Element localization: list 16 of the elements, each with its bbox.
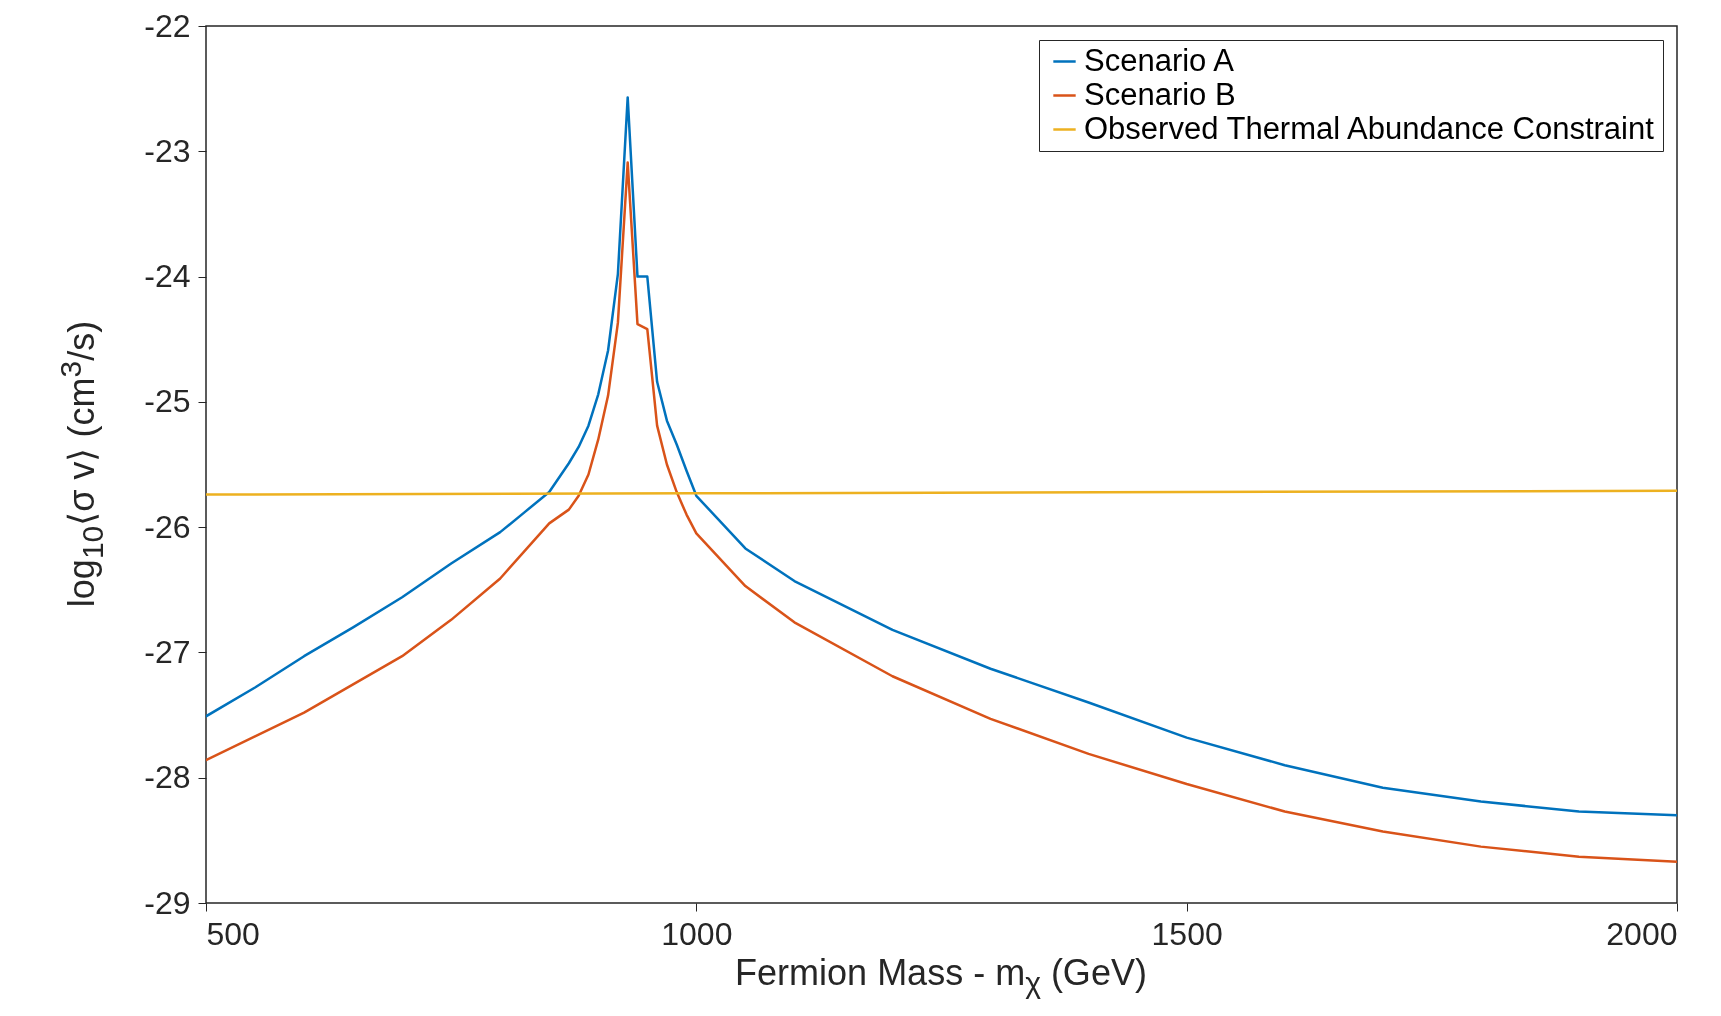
- legend-label: Observed Thermal Abundance Constraint: [1084, 110, 1655, 146]
- y-tick-label: -27: [144, 633, 191, 670]
- x-axis-title: Fermion Mass - m$_{χ}$ (GeV): [735, 952, 1147, 1001]
- x-tick-label: 500: [206, 915, 260, 952]
- y-tick-label: -25: [144, 383, 191, 420]
- x-tick-label: 2000: [1606, 915, 1678, 952]
- legend-label: Scenario A: [1084, 42, 1235, 78]
- y-tick-label: -29: [144, 884, 191, 921]
- y-tick-label: -22: [144, 7, 191, 44]
- x-tick-label: 1500: [1151, 915, 1223, 952]
- legend-label: Scenario B: [1084, 76, 1236, 112]
- y-tick-label: -26: [144, 508, 191, 545]
- y-tick-label: -28: [144, 759, 191, 796]
- y-tick-label: -24: [144, 258, 191, 295]
- x-tick-label: 1000: [661, 915, 733, 952]
- y-tick-label: -23: [144, 132, 191, 169]
